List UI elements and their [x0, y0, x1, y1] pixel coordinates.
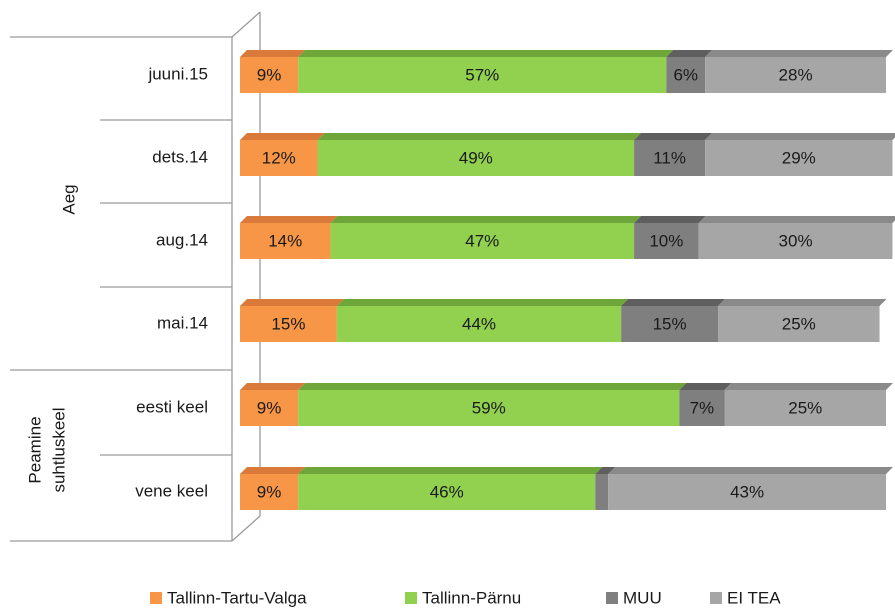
bar-top	[666, 50, 713, 57]
bar-top	[634, 216, 706, 223]
bar-top	[240, 383, 306, 390]
legend-swatch	[606, 592, 618, 604]
data-label: 28%	[779, 65, 813, 84]
data-label: 9%	[257, 482, 282, 501]
bar-segment	[336, 306, 622, 342]
data-label: 15%	[271, 314, 305, 333]
bar-segment	[317, 140, 635, 176]
bar-segment	[679, 390, 725, 426]
bar-top	[336, 299, 629, 306]
category-label: vene keel	[135, 481, 208, 500]
data-label: 29%	[782, 148, 816, 167]
data-label: 9%	[257, 65, 282, 84]
data-label: 59%	[472, 398, 506, 417]
bar-top	[240, 467, 306, 474]
data-label: 12%	[262, 148, 296, 167]
legend-label: MUU	[623, 588, 662, 607]
bar-segment	[705, 57, 886, 93]
bar-segment	[240, 140, 318, 176]
category-label: aug.14	[156, 230, 208, 249]
data-label: 43%	[730, 482, 764, 501]
bar-segment	[298, 474, 596, 510]
bar-top	[330, 216, 642, 223]
bar-segment	[330, 223, 635, 259]
category-label: juuni.15	[147, 64, 208, 83]
bar-top	[298, 467, 603, 474]
bar-top	[718, 299, 887, 306]
data-label: 9%	[257, 398, 282, 417]
bar-top	[705, 50, 893, 57]
data-label: 25%	[782, 314, 816, 333]
legend-swatch	[710, 592, 722, 604]
data-label: 6%	[673, 65, 698, 84]
bar-segment	[621, 306, 719, 342]
data-label: 57%	[465, 65, 499, 84]
bar-segment	[240, 474, 299, 510]
bar-segment	[240, 223, 331, 259]
bar-segment	[634, 140, 706, 176]
bar-top	[679, 383, 732, 390]
data-label: 14%	[268, 231, 302, 250]
bar-segment	[608, 474, 886, 510]
bar-segment	[705, 140, 893, 176]
bar-top	[724, 383, 893, 390]
data-label: 10%	[649, 231, 683, 250]
bar-segment	[634, 223, 699, 259]
bar-top	[608, 467, 893, 474]
data-label: 25%	[788, 398, 822, 417]
group-label: Peamine	[25, 416, 44, 483]
bar-top	[705, 133, 895, 140]
bar-top	[298, 50, 674, 57]
bar-top	[595, 467, 616, 474]
bar-segment	[298, 57, 667, 93]
bar-top	[317, 133, 642, 140]
data-label: 15%	[653, 314, 687, 333]
category-label: dets.14	[152, 147, 208, 166]
bar-top	[621, 299, 726, 306]
group-label: suhtluskeel	[49, 407, 68, 492]
legend-swatch	[405, 592, 417, 604]
bar-segment	[698, 223, 893, 259]
bar-top	[240, 299, 344, 306]
data-label: 46%	[430, 482, 464, 501]
bar-top	[240, 50, 306, 57]
bar-segment	[240, 57, 299, 93]
bar-segment	[595, 474, 609, 510]
bar-segment	[724, 390, 886, 426]
frame	[10, 11, 261, 542]
bar-segment	[666, 57, 706, 93]
data-label: 49%	[459, 148, 493, 167]
legend-label: Tallinn-Tartu-Valga	[167, 588, 307, 607]
bar-top	[240, 216, 338, 223]
bar-top	[634, 133, 713, 140]
bar-segment	[718, 306, 880, 342]
category-label: eesti keel	[136, 397, 208, 416]
data-label: 44%	[462, 314, 496, 333]
bar-top	[298, 383, 687, 390]
category-label: mai.14	[157, 313, 208, 332]
legend-label: Tallinn-Pärnu	[422, 588, 521, 607]
legend-label: EI TEA	[727, 588, 781, 607]
bar-segment	[240, 390, 299, 426]
bar-segment	[240, 306, 337, 342]
data-label: 7%	[690, 398, 715, 417]
legend-swatch	[150, 592, 162, 604]
bar-top	[240, 133, 325, 140]
bar-segment	[298, 390, 680, 426]
data-label: 11%	[653, 148, 686, 167]
data-label: 47%	[465, 231, 499, 250]
bar-top	[698, 216, 895, 223]
group-label: Aeg	[59, 184, 78, 214]
data-label: 30%	[779, 231, 813, 250]
